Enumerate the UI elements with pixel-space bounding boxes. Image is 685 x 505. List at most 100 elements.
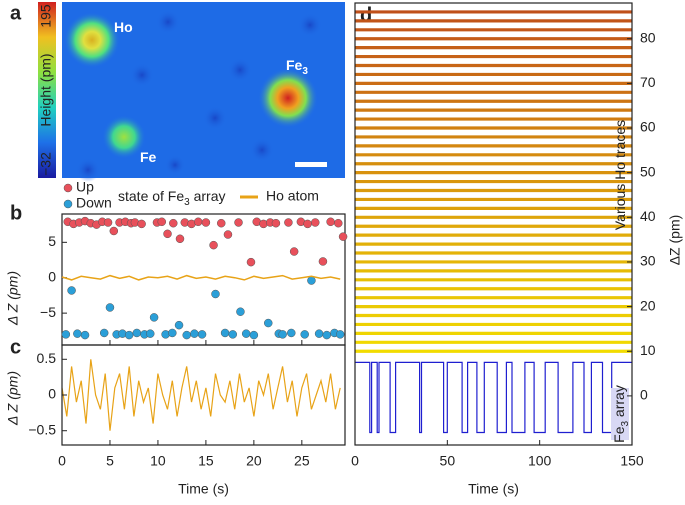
plot-frame	[61, 344, 346, 446]
colorbar-label: Height (pm)	[38, 53, 54, 126]
image-annotation: Fe3	[286, 57, 308, 77]
x-tick-label: 15	[198, 453, 214, 469]
legend-title: state of Fe3 array	[118, 188, 226, 208]
image-annotation-text: Fe	[140, 149, 157, 165]
point	[61, 330, 71, 339]
point	[249, 330, 259, 340]
legend-label: Ho atom	[266, 188, 319, 204]
y-tick-label: 0	[48, 268, 56, 284]
y-tick-label: 80	[640, 29, 656, 45]
y-axis-label: ΔZ (pm)	[667, 215, 683, 266]
image-annotation: Fe	[140, 149, 157, 165]
point	[67, 286, 76, 295]
x-tick-label: 10	[150, 453, 166, 469]
stm-image	[38, 2, 345, 182]
legend-label: Up	[76, 179, 94, 195]
point	[223, 230, 233, 239]
point	[271, 218, 281, 228]
point	[190, 329, 199, 338]
x-tick-label: 50	[440, 453, 456, 469]
x-tick-label: 20	[246, 453, 262, 469]
point	[211, 289, 220, 299]
point	[146, 329, 155, 338]
point	[201, 218, 211, 227]
y-tick-label: −0.5	[28, 421, 56, 437]
point	[103, 218, 113, 227]
point	[109, 226, 119, 236]
x-tick-label: 100	[528, 453, 552, 469]
point	[137, 219, 146, 229]
x-tick-label: 0	[351, 453, 359, 469]
y-tick-label: 0	[640, 387, 648, 403]
legend-title-sub: 3	[184, 197, 190, 208]
point	[335, 330, 345, 339]
point	[338, 232, 348, 241]
point	[278, 330, 287, 339]
point	[241, 329, 251, 338]
x-tick-label: 5	[106, 453, 114, 469]
y-tick-label: 40	[640, 208, 656, 224]
panel-d-background	[355, 3, 632, 445]
point	[132, 328, 142, 338]
x-tick-label: 25	[294, 453, 310, 469]
annotation-sub: 3	[620, 421, 631, 427]
point	[168, 328, 177, 338]
point	[318, 257, 328, 266]
point	[193, 217, 203, 227]
point	[314, 329, 324, 338]
image-annotation-text: Fe	[286, 57, 303, 73]
y-tick-label: −5	[40, 304, 56, 320]
y-tick-label: 60	[640, 119, 656, 135]
annotation-text: Fe	[611, 426, 627, 443]
point	[73, 329, 82, 338]
colorbar-tick-label: −32	[38, 152, 54, 176]
plot-frame	[61, 213, 346, 346]
point	[311, 218, 320, 227]
data-line	[61, 274, 341, 281]
point	[326, 217, 335, 227]
point	[169, 218, 178, 228]
point	[284, 218, 293, 227]
point	[300, 330, 309, 339]
legend-swatch	[63, 183, 73, 193]
point	[289, 247, 299, 256]
panel-label: c	[10, 336, 21, 358]
y-tick-label: 30	[640, 253, 656, 269]
panel-label: b	[10, 202, 22, 224]
legend-label: Down	[76, 195, 112, 211]
y-tick-label: 70	[640, 74, 656, 90]
point	[182, 330, 191, 340]
point	[303, 219, 312, 229]
y-tick-label: 20	[640, 297, 656, 313]
y-tick-label: 0	[48, 386, 56, 402]
annotation-tail: array	[611, 385, 627, 421]
point	[99, 328, 109, 338]
y-tick-label: 50	[640, 163, 656, 179]
image-annotation-text: Ho	[114, 19, 133, 35]
y-tick-label: 10	[640, 342, 656, 358]
point	[322, 330, 332, 340]
point	[197, 330, 207, 339]
y-tick-label: 0.5	[37, 350, 57, 366]
plot-frame	[354, 2, 633, 446]
point	[157, 217, 167, 227]
legend-title-tail: array	[190, 188, 226, 204]
annotation: Fe3 array	[611, 385, 631, 443]
point	[246, 257, 256, 267]
point	[236, 307, 245, 316]
y-axis-label: Δ Z (pm)	[5, 271, 21, 326]
x-tick-label: 0	[58, 453, 66, 469]
point	[287, 328, 296, 338]
point	[174, 320, 184, 330]
point	[220, 328, 230, 338]
image-annotation-sub: 3	[302, 66, 308, 77]
point	[234, 218, 243, 227]
annotation-box	[611, 388, 629, 440]
point	[228, 330, 238, 339]
x-tick-label: 150	[620, 453, 644, 469]
annotation-text: Various Ho traces	[612, 120, 628, 230]
x-axis-label: Time (s)	[178, 481, 229, 497]
annotation: Various Ho traces	[612, 120, 628, 230]
image-annotation: Ho	[114, 19, 133, 35]
y-tick-label: 5	[48, 233, 56, 249]
